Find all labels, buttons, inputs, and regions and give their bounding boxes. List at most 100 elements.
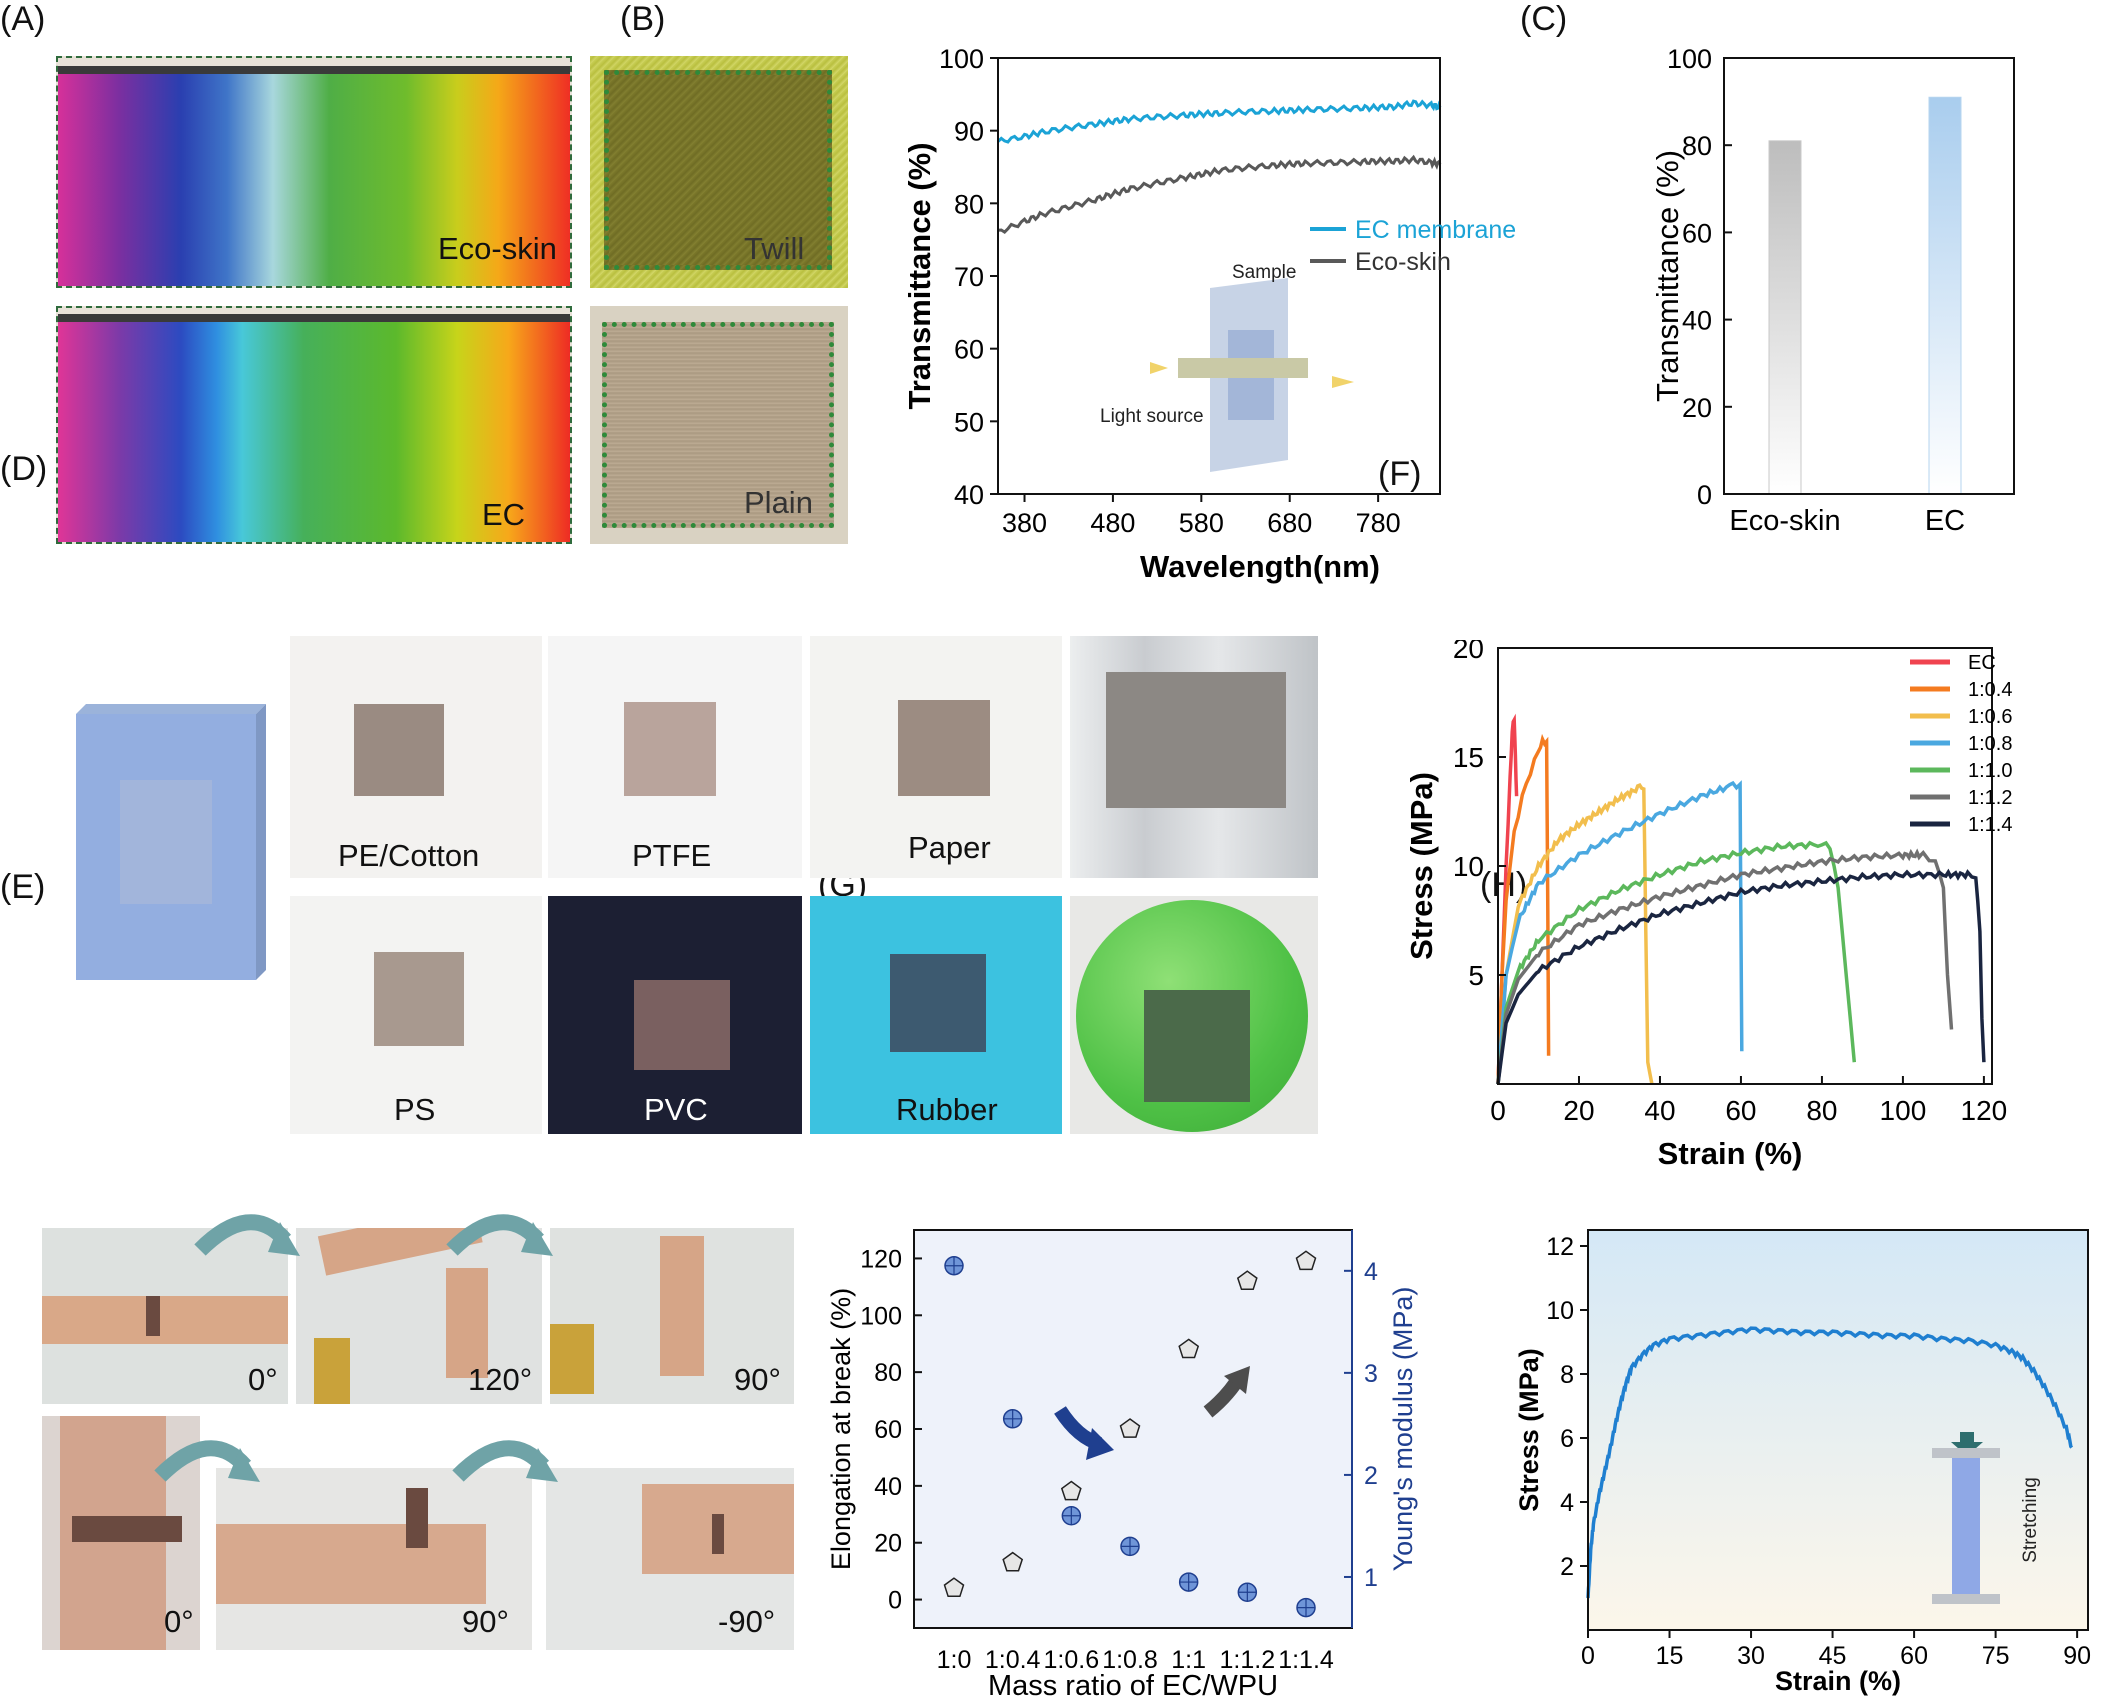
x-tick-label: 120	[1961, 1095, 2008, 1126]
x-tick-label: 480	[1090, 508, 1135, 538]
y-tick-label: 100	[1667, 44, 1712, 74]
bend-arrows	[154, 1214, 558, 1482]
x-tick-label: 40	[1644, 1095, 1675, 1126]
y-tick-label: 5	[1468, 960, 1484, 991]
x-category-label: 1:1.4	[1278, 1646, 1334, 1674]
pe-cotton-photo	[290, 636, 542, 878]
chart-h-xlabel: Strain (%)	[1775, 1666, 1901, 1696]
chart-c-transmittance-bars: 0 20 40 60 80 100 Eco-skin EC Transmittance (%)	[1650, 44, 2015, 537]
metal-can-photo	[1070, 636, 1318, 878]
chart-b-inset: Sample Light source	[1100, 262, 1354, 472]
plain-fabric-photo	[590, 306, 848, 544]
chart-f-ylabel: Stress (MPa)	[1404, 772, 1439, 960]
y-tick-label: 20	[1453, 640, 1484, 664]
x-tick-label: 60	[1725, 1095, 1756, 1126]
bar-ec	[1928, 96, 1962, 495]
eco-skin-label: Eco-skin	[438, 231, 557, 266]
x-tick-label: 580	[1179, 508, 1224, 538]
angle-label-6: -90°	[718, 1604, 776, 1639]
elongation-point	[1236, 1270, 1258, 1291]
chart-h-frame	[1587, 1229, 2089, 1631]
y-tick-label: 60	[954, 335, 984, 365]
legend-label: 1:1.0	[1968, 760, 2012, 782]
arm-photo-90	[550, 1228, 794, 1404]
eco-skin-3d-sample	[76, 704, 266, 980]
wrist-photo-neg90	[546, 1468, 794, 1650]
elongation-point	[1060, 1480, 1082, 1501]
stretch-up-arrow-icon	[1951, 1432, 1983, 1456]
angle-label-4: 0°	[164, 1604, 194, 1639]
x-category-label: 1:0	[937, 1646, 972, 1674]
arm-photo-0	[42, 1228, 288, 1404]
y-tick-label: 4	[1560, 1489, 1574, 1517]
arrow-head-icon	[526, 1448, 558, 1482]
y-tick-label: 15	[1453, 742, 1484, 773]
y2-tick-label: 2	[1364, 1462, 1378, 1490]
light-ray-out-icon	[1332, 376, 1354, 388]
y-tick-label: 0	[888, 1587, 902, 1615]
y2-tick-label: 3	[1364, 1360, 1378, 1388]
bar-eco-skin	[1768, 140, 1802, 495]
series-line-1-0-4	[1496, 733, 1551, 1085]
x-tick-label: 680	[1267, 508, 1312, 538]
x-tick-label: 15	[1656, 1642, 1684, 1670]
chart-c-frame	[1723, 57, 2015, 495]
y-tick-label: 100	[860, 1302, 902, 1330]
plain-label: Plain	[744, 485, 813, 520]
y-tick-label: 20	[1682, 393, 1712, 423]
y-tick-label: 40	[1682, 306, 1712, 336]
pe-cotton-label: PE/Cotton	[338, 838, 480, 873]
chart-h-stress-strain: 0 15 30 45 60 75 90 2 4 6 8 10 12 Stretching Strain …	[1514, 1229, 2091, 1696]
arrow-head-icon	[268, 1222, 300, 1256]
inset-light-source-label: Light source	[1100, 406, 1204, 427]
x-category-label: 1:0.8	[1102, 1646, 1158, 1674]
inset-stretching-label: Stretching	[2020, 1477, 2041, 1563]
paper-photo	[810, 636, 1062, 878]
wrist-photo-90	[216, 1468, 532, 1650]
x-tick-label: 780	[1356, 508, 1401, 538]
x-tick-label: 0	[1490, 1095, 1506, 1126]
series-line-1-1-4	[1496, 868, 1986, 1085]
series-line-ec-membrane	[996, 99, 1442, 144]
chart-g-y2label: Young's modulus (MPa)	[1388, 1287, 1418, 1572]
angle-label-5: 90°	[462, 1604, 509, 1639]
x-tick-label: 90	[2063, 1642, 2091, 1670]
series-line-1-0-6	[1496, 783, 1654, 1085]
series-line-1-1-2	[1496, 848, 1954, 1085]
rubber-label: Rubber	[896, 1092, 998, 1127]
chart-f-stress-strain: 0 20 40 60 80 100 120 5 10 15 20 EC 1:0.4 1:0.6 1:0.8…	[1404, 640, 2012, 1171]
x-category-label: 1:1.2	[1220, 1646, 1276, 1674]
series-line-eco-skin	[997, 154, 1442, 235]
y2-tick-label: 4	[1364, 1258, 1378, 1286]
ps-photo	[290, 896, 542, 1134]
y-tick-label: 120	[860, 1245, 902, 1273]
chart-g-ylabel: Elongation at break (%)	[826, 1288, 856, 1570]
y-tick-label: 40	[954, 480, 984, 510]
y-tick-label: 80	[874, 1359, 902, 1387]
ptfe-label: PTFE	[632, 838, 712, 873]
chart-c-ylabel: Transmittance (%)	[1650, 150, 1685, 402]
y-tick-label: 60	[1682, 218, 1712, 248]
chart-f-xlabel: Strain (%)	[1658, 1136, 1803, 1171]
elongation-point	[1178, 1338, 1200, 1359]
y-tick-label: 100	[939, 44, 984, 74]
ptfe-photo	[548, 636, 802, 878]
twill-label: Twill	[744, 231, 805, 266]
legend-label: 1:0.4	[1968, 679, 2012, 701]
chart-b-legend: EC membrane Eco-skin	[1310, 216, 1516, 276]
x-tick-label: 0	[1581, 1642, 1595, 1670]
legend-label: EC	[1968, 652, 1996, 674]
twill-fabric-photo	[590, 56, 848, 288]
y-tick-label: 6	[1560, 1425, 1574, 1453]
x-tick-label: 60	[1900, 1642, 1928, 1670]
angle-label-3: 90°	[734, 1362, 781, 1397]
x-tick-label: 380	[1002, 508, 1047, 538]
x-category-label: Eco-skin	[1729, 505, 1840, 537]
y2-tick-label: 1	[1364, 1564, 1378, 1592]
series-line-stress	[1586, 1326, 2074, 1599]
chart-b-xlabel: Wavelength(nm)	[1140, 549, 1380, 584]
y-tick-label: 60	[874, 1416, 902, 1444]
panel-label-a: (A)	[0, 0, 46, 38]
x-category-label: 1:0.6	[1044, 1646, 1100, 1674]
elongation-point	[1295, 1250, 1317, 1271]
